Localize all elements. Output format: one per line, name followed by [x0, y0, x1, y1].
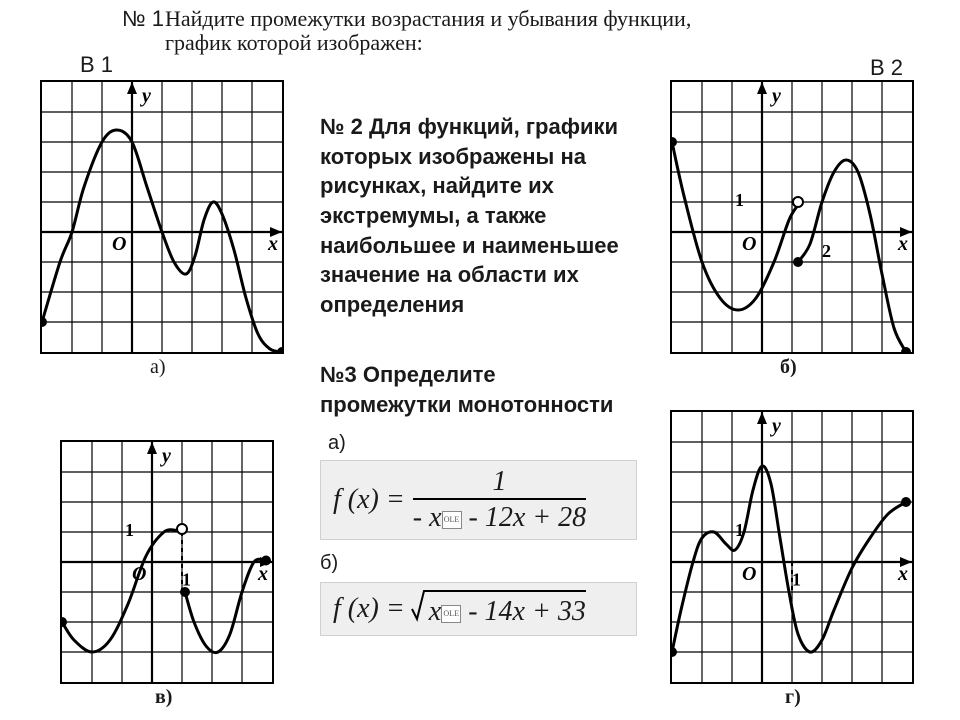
formula-a-box: f (x) = 1 - xOLE - 12x + 28 — [320, 460, 637, 540]
formula-b-lhs: f (x) = — [333, 593, 405, 625]
svg-text:O: O — [112, 233, 126, 255]
ole-icon: OLE — [441, 605, 461, 623]
svg-text:1: 1 — [125, 520, 134, 540]
svg-text:y: y — [770, 415, 781, 437]
svg-text:1: 1 — [792, 570, 801, 590]
formula-a-den-pre: - x — [413, 502, 442, 533]
plot-g-caption: г) — [785, 686, 801, 709]
task1-number: № 1 — [122, 6, 164, 32]
plot-a: y x O — [40, 80, 284, 354]
variant-2-label: В 2 — [870, 55, 903, 81]
formula-b: f (x) = xOLE - 14x + 33 — [321, 583, 636, 635]
svg-text:2: 2 — [822, 241, 831, 261]
svg-text:1: 1 — [182, 570, 191, 590]
task3-text: №3 Определите промежутки монотонности — [320, 360, 620, 419]
task3-a-label: а) — [328, 432, 346, 455]
variant-1-label: В 1 — [80, 52, 113, 78]
formula-a: f (x) = 1 - xOLE - 12x + 28 — [321, 461, 636, 539]
task3-b-label: б) — [320, 552, 338, 575]
plot-v-caption: в) — [155, 686, 172, 709]
formula-b-rad-post: - 14x + 33 — [468, 596, 586, 627]
formula-a-den-post: - 12x + 28 — [469, 502, 587, 533]
formula-b-box: f (x) = xOLE - 14x + 33 — [320, 582, 637, 636]
plot-v: yxO11 — [60, 440, 274, 684]
svg-text:1: 1 — [735, 190, 744, 210]
task2-text: № 2 Для функций, графики которых изображ… — [320, 112, 620, 320]
task1-title-line2: график которой изображен: — [165, 30, 423, 56]
plot-b: y x O 1 2 — [670, 80, 914, 354]
formula-a-num: 1 — [442, 466, 556, 498]
formula-b-rad-pre: x — [429, 596, 441, 627]
svg-text:x: x — [257, 563, 268, 585]
formula-a-lhs: f (x) = — [333, 484, 405, 516]
svg-text:O: O — [742, 233, 756, 255]
plot-a-caption: а) — [150, 356, 166, 379]
svg-text:x: x — [267, 233, 278, 255]
svg-text:O: O — [742, 563, 756, 585]
task1-title-line1: Найдите промежутки возрастания и убывани… — [165, 6, 691, 32]
svg-text:x: x — [897, 233, 908, 255]
plot-g: yxO11 — [670, 410, 914, 684]
page: № 1 Найдите промежутки возрастания и убы… — [0, 0, 960, 720]
svg-text:y: y — [140, 85, 151, 107]
svg-text:y: y — [160, 445, 171, 467]
svg-text:x: x — [897, 563, 908, 585]
svg-text:y: y — [770, 85, 781, 107]
ole-icon: OLE — [442, 511, 462, 529]
sqrt-icon — [411, 587, 431, 623]
plot-b-caption: б) — [780, 356, 797, 379]
